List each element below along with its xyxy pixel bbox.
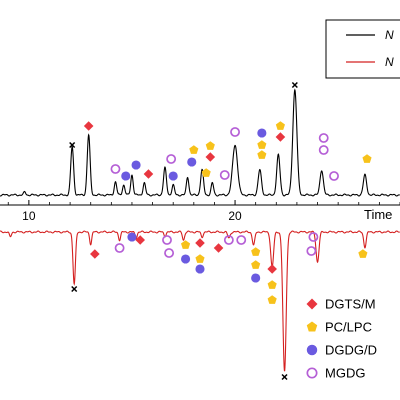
peak-marker-mgdg [306,246,317,256]
peak-marker-pc [251,247,261,256]
peak-marker-mgdg [308,232,319,242]
series-legend-label-bottom: N [385,55,394,69]
peak-marker-pc [257,140,267,149]
peak-marker-pc [189,145,199,154]
x-mark-stroke [281,373,288,381]
x-tick-label: 20 [228,209,242,223]
peak-marker-mgdg [164,248,175,258]
peak-marker-pc [267,280,277,289]
peak-marker-dgts [83,121,94,131]
peak-marker-mgdg [329,171,339,181]
legend-marker [306,344,318,356]
peak-marker-dgdg [127,232,137,242]
top-panel-axes: 10 20 [0,200,400,223]
x-mark-stroke [71,285,78,293]
peak-marker-dgts [275,132,286,142]
peak-marker-mgdg [318,145,329,155]
series-legend-frame [325,19,400,79]
peak-marker-mgdg [236,235,247,245]
peak-marker-mgdg [318,133,329,143]
peak-marker-mgdg [110,164,121,174]
peak-marker-dgdg [187,157,197,167]
peak-marker-pc [275,121,285,130]
peak-marker-mgdg [162,235,172,245]
peak-marker-x [71,285,78,293]
trace-bottom [0,230,400,372]
legend-marker [306,367,318,379]
peak-marker-pc [181,240,191,249]
peak-marker-dgdg [131,160,141,170]
peak-marker-x [291,81,298,89]
peak-marker-dgts [143,169,154,179]
peak-marker-pc [205,141,215,150]
peak-marker-dgdg [181,254,191,264]
peak-marker-mgdg [223,235,234,245]
peak-marker-dgts [195,238,205,248]
traces-layer [0,88,400,372]
peak-marker-pc [358,249,368,258]
x-mark-stroke [69,141,76,149]
peak-marker-mgdg [230,127,240,137]
peak-marker-pc [267,295,277,304]
peak-marker-pc [195,254,205,263]
peak-marker-dgdg [257,128,267,138]
peak-marker-dgdg [168,171,178,181]
peak-marker-dgdg [195,264,205,274]
lipid-class-legend: DGTS/M PC/LPC DGDG/D MGDG [306,297,377,381]
peak-marker-dgdg [251,273,261,283]
peak-marker-pc [201,168,211,177]
legend-label: DGTS/M [325,297,376,312]
peak-marker-mgdg [219,170,230,180]
trace-top [0,88,400,197]
peak-marker-pc [251,260,261,269]
peak-marker-dgdg [121,171,131,181]
x-axis-label: Time [364,207,392,222]
x-mark-stroke [291,81,298,89]
peak-marker-dgts [267,264,277,274]
legend-label: PC/LPC [325,320,372,335]
peak-marker-dgts [90,249,100,259]
series-legend: N N [325,19,400,79]
peak-marker-pc [257,150,267,159]
peak-marker-dgts [205,152,216,162]
legend-label: DGDG/D [325,343,377,358]
legend-label: MGDG [325,366,365,381]
peak-marker-dgts [135,235,146,245]
legend-marker [306,321,318,332]
peak-marker-x [69,141,76,149]
peak-marker-mgdg [166,154,177,164]
legend-marker [306,298,318,310]
peak-markers-layer [69,81,372,381]
peak-marker-x [281,373,288,381]
series-legend-label-top: N [385,28,394,42]
x-tick-label: 10 [22,209,36,223]
peak-marker-mgdg [114,243,125,253]
peak-marker-pc [362,154,372,163]
peak-marker-dgts [213,243,224,253]
